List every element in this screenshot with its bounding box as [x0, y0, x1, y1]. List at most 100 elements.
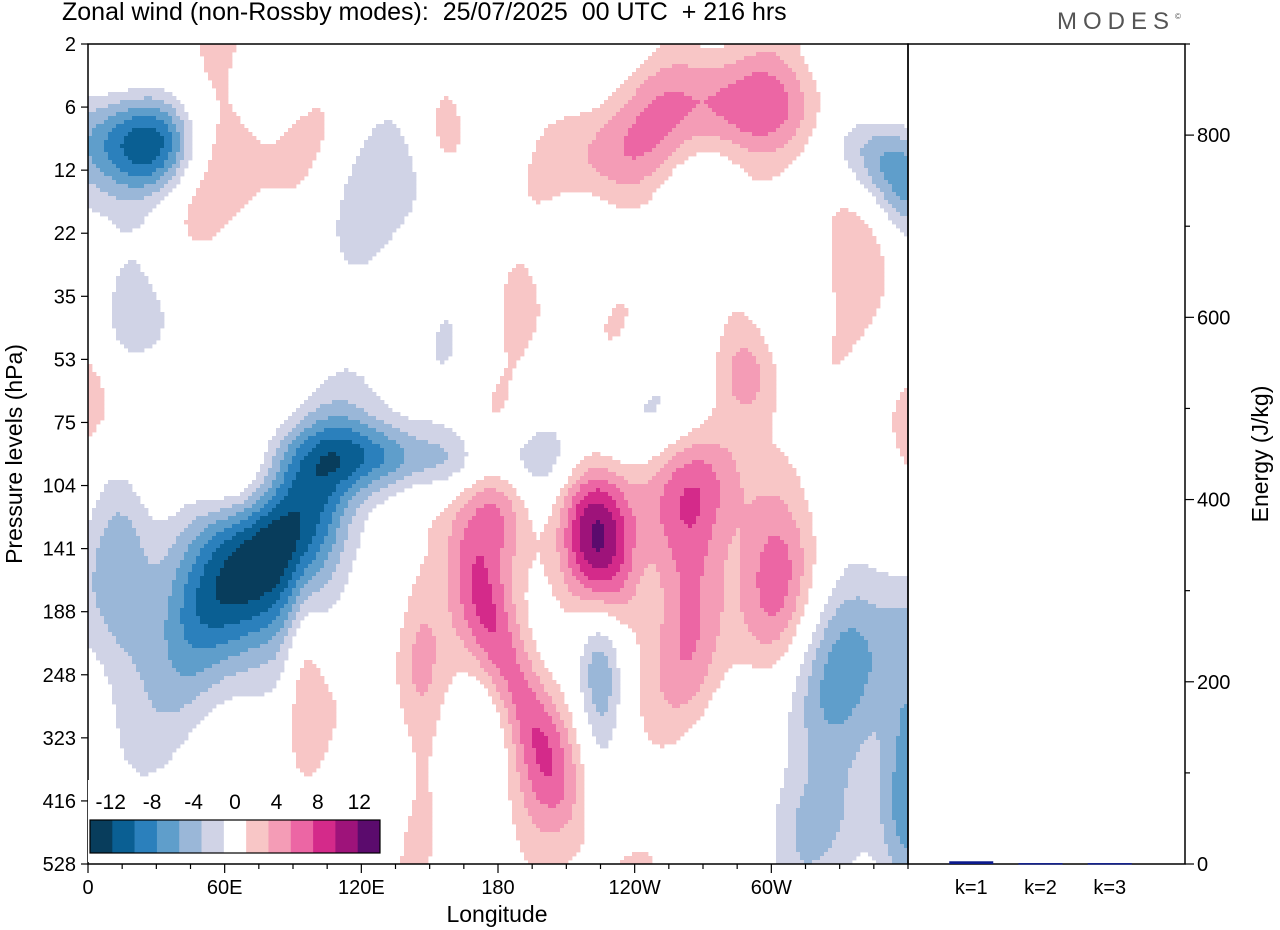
heatmap-cell: [600, 128, 629, 133]
heatmap-cell: [508, 616, 517, 621]
heatmap-cell: [448, 544, 461, 549]
heatmap-cell: [740, 572, 757, 577]
heatmap-cell: [92, 128, 113, 133]
heatmap-cell: [168, 124, 177, 129]
heatmap-cell: [660, 140, 685, 145]
heatmap-cell: [544, 772, 553, 777]
heatmap-cell: [176, 540, 193, 545]
heatmap-cell: [116, 720, 201, 725]
heatmap-cell: [556, 500, 565, 505]
heatmap-cell: [588, 720, 617, 725]
heatmap-cell: [404, 720, 437, 725]
heatmap-cell: [636, 524, 665, 529]
heatmap-cell: [296, 568, 305, 573]
heatmap-cell: [564, 496, 573, 501]
heatmap-cell: [804, 108, 821, 113]
heatmap-cell: [352, 172, 417, 177]
heatmap-cell: [764, 608, 781, 613]
heatmap-cell: [112, 324, 165, 329]
heatmap-cell: [300, 556, 317, 561]
heatmap-cell: [360, 432, 385, 437]
heatmap-cell: [716, 520, 797, 525]
heatmap-cell: [184, 136, 193, 141]
colorbar-swatch: [201, 820, 225, 853]
heatmap-cell: [568, 584, 585, 589]
heatmap-cell: [316, 432, 361, 437]
heatmap-cell: [680, 508, 701, 513]
heatmap-cell: [896, 192, 909, 197]
heatmap-cell: [172, 164, 181, 169]
heatmap-cell: [636, 120, 681, 125]
heatmap-cell: [848, 768, 881, 773]
heatmap-cell: [280, 484, 293, 489]
heatmap-cell: [584, 704, 597, 709]
heatmap-cell: [664, 532, 713, 537]
heatmap-cell: [624, 528, 637, 533]
heatmap-cell: [556, 804, 573, 809]
heatmap-cell: [568, 740, 577, 745]
heatmap-cell: [360, 148, 409, 153]
heatmap-cell: [568, 736, 577, 741]
colorbar-swatch: [290, 820, 314, 853]
heatmap-cell: [156, 128, 169, 133]
heatmap-cell: [212, 556, 229, 561]
y-tick-label: 104: [43, 476, 76, 498]
heatmap-cell: [440, 144, 457, 149]
heatmap-cell: [564, 784, 577, 789]
heatmap-cell: [864, 164, 881, 169]
heatmap-cell: [404, 848, 433, 853]
heatmap-cell: [296, 584, 305, 589]
heatmap-cell: [268, 660, 285, 665]
heatmap-cell: [280, 648, 289, 653]
heatmap-cell: [896, 436, 909, 441]
heatmap-cell: [844, 156, 865, 161]
heatmap-cell: [116, 284, 153, 289]
heatmap-cell: [596, 704, 609, 709]
heatmap-cell: [96, 556, 149, 561]
heatmap-cell: [336, 568, 353, 573]
heatmap-cell: [300, 468, 317, 473]
heatmap-cell: [624, 104, 649, 109]
heatmap-cell: [844, 816, 881, 821]
heatmap-cell: [160, 560, 181, 565]
heatmap-cell: [496, 608, 505, 613]
heatmap-cell: [596, 708, 609, 713]
heatmap-cell: [220, 680, 277, 685]
heatmap-cell: [336, 564, 353, 569]
heatmap-cell: [744, 616, 793, 621]
heatmap-cell: [436, 652, 473, 657]
heatmap-cell: [604, 600, 629, 605]
heatmap-cell: [108, 156, 129, 161]
heatmap-cell: [268, 624, 285, 629]
heatmap-cell: [128, 132, 161, 137]
heatmap-cell: [104, 672, 141, 677]
heatmap-cell: [636, 640, 661, 645]
heatmap-cell: [88, 600, 97, 605]
heatmap-cell: [188, 204, 245, 209]
heatmap-cell: [212, 144, 321, 149]
heatmap-cell: [304, 552, 317, 557]
heatmap-cell: [224, 676, 281, 681]
heatmap-cell: [148, 556, 165, 561]
heatmap-cell: [472, 600, 493, 605]
heatmap-cell: [888, 200, 909, 205]
heatmap-cell: [700, 592, 725, 597]
heatmap-cell: [832, 344, 853, 349]
heatmap-cell: [548, 736, 561, 741]
heatmap-cell: [760, 388, 777, 393]
heatmap-cell: [504, 328, 537, 333]
heatmap-cell: [336, 484, 353, 489]
heatmap-cell: [624, 476, 653, 481]
heatmap-cell: [380, 488, 405, 493]
heatmap-cell: [512, 696, 537, 701]
heatmap-cell: [408, 732, 437, 737]
heatmap-cell: [588, 144, 625, 149]
heatmap-cell: [100, 496, 141, 501]
heatmap-cell: [828, 620, 909, 625]
heatmap-cell: [112, 296, 157, 301]
heatmap-cell: [336, 468, 357, 473]
heatmap-cell: [88, 172, 105, 177]
heatmap-cell: [660, 672, 709, 677]
x-tick-label: 120W: [609, 877, 661, 899]
heatmap-cell: [724, 568, 741, 573]
